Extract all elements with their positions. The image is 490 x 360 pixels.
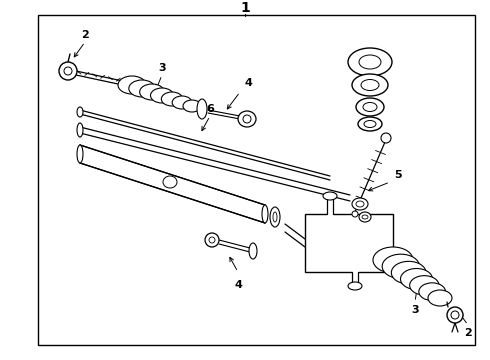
Ellipse shape (64, 67, 72, 75)
Ellipse shape (356, 98, 384, 116)
Ellipse shape (205, 233, 219, 247)
Ellipse shape (373, 247, 413, 273)
Ellipse shape (447, 307, 463, 323)
Ellipse shape (364, 121, 376, 127)
Ellipse shape (348, 48, 392, 76)
Text: 6: 6 (206, 104, 214, 114)
Ellipse shape (400, 269, 433, 289)
Ellipse shape (273, 212, 277, 222)
Ellipse shape (352, 74, 388, 96)
Ellipse shape (323, 192, 337, 200)
Ellipse shape (249, 243, 257, 259)
Ellipse shape (352, 198, 368, 210)
Ellipse shape (183, 100, 201, 112)
Ellipse shape (209, 237, 215, 243)
Text: 3: 3 (411, 305, 419, 315)
Ellipse shape (359, 55, 381, 69)
Text: 1: 1 (240, 1, 250, 15)
Ellipse shape (410, 276, 439, 295)
Ellipse shape (359, 212, 371, 222)
Ellipse shape (382, 254, 419, 279)
Polygon shape (80, 145, 265, 223)
Ellipse shape (197, 99, 207, 119)
Ellipse shape (140, 84, 164, 100)
Ellipse shape (348, 282, 362, 290)
Ellipse shape (243, 115, 251, 123)
Ellipse shape (77, 145, 83, 163)
Text: 2: 2 (464, 328, 472, 338)
Ellipse shape (451, 311, 459, 319)
Ellipse shape (118, 76, 146, 94)
Ellipse shape (59, 62, 77, 80)
Ellipse shape (428, 290, 452, 306)
Ellipse shape (150, 88, 173, 103)
Ellipse shape (358, 117, 382, 131)
Ellipse shape (381, 133, 391, 143)
Text: 3: 3 (158, 63, 166, 73)
Ellipse shape (352, 211, 358, 217)
Ellipse shape (77, 123, 83, 137)
Ellipse shape (270, 207, 280, 227)
Bar (38, 15, 475, 345)
Ellipse shape (262, 205, 268, 223)
Ellipse shape (161, 92, 183, 106)
Text: 2: 2 (81, 30, 89, 40)
Ellipse shape (163, 176, 177, 188)
Ellipse shape (238, 111, 256, 127)
Ellipse shape (362, 215, 368, 219)
Ellipse shape (419, 283, 445, 301)
Ellipse shape (172, 96, 192, 109)
Bar (305, 214, 393, 272)
Text: 4: 4 (244, 78, 252, 88)
Ellipse shape (392, 261, 426, 284)
Ellipse shape (77, 107, 83, 117)
Text: 4: 4 (234, 280, 242, 290)
Text: 5: 5 (394, 170, 402, 180)
Ellipse shape (363, 103, 377, 112)
Ellipse shape (361, 80, 379, 90)
Ellipse shape (129, 80, 155, 97)
Ellipse shape (356, 201, 364, 207)
